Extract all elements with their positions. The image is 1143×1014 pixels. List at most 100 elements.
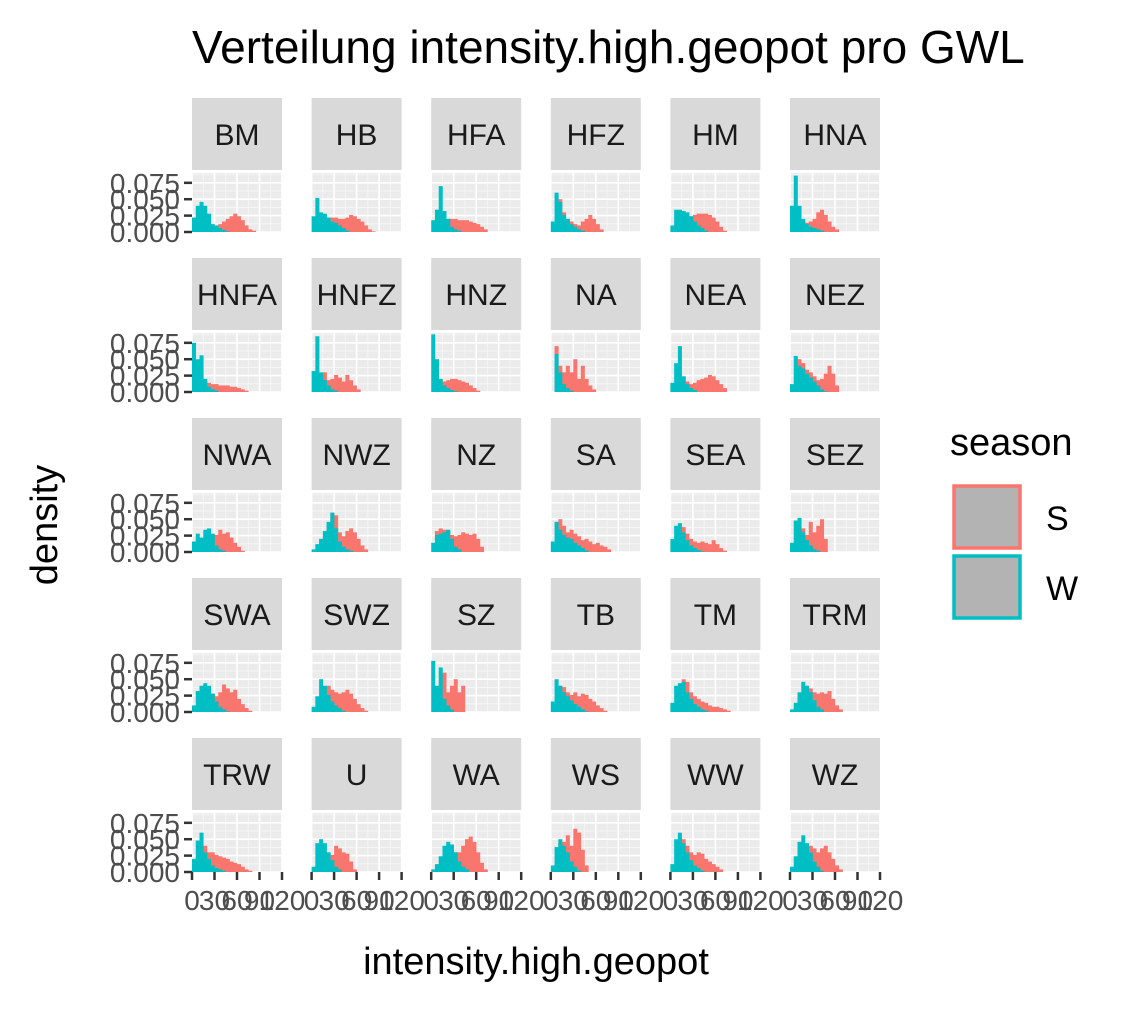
histogram-bar-w (222, 870, 227, 872)
histogram-bar-w (319, 538, 324, 552)
histogram-bar-w (195, 533, 200, 552)
histogram-bar-s (222, 533, 227, 552)
x-tick-label: 30 (199, 885, 230, 916)
x-tick-label: 60 (819, 885, 850, 916)
histogram-bar-w (670, 225, 675, 232)
histogram-bar-w (210, 693, 215, 712)
histogram-bar-w (337, 869, 342, 872)
histogram-bar-w (322, 380, 327, 392)
histogram-bar-s (831, 226, 836, 232)
histogram-bar-w (704, 230, 709, 232)
histogram-bar-w (319, 839, 324, 872)
histogram-bar-w (442, 385, 447, 392)
x-tick-label: 90 (722, 885, 753, 916)
histogram-bar-s (352, 216, 357, 232)
y-tick-label: 0.075 (110, 168, 180, 199)
facet-strip (431, 578, 522, 650)
facet-strip-label: NA (575, 279, 617, 312)
histogram-bar-w (203, 852, 208, 872)
histogram-bar-s (584, 218, 589, 232)
histogram-bar-s (483, 869, 488, 872)
facet-strip-label: SZ (457, 599, 495, 632)
histogram-bar-w (203, 529, 208, 552)
histogram-bar-w (677, 832, 682, 872)
histogram-bar-w (457, 230, 462, 232)
histogram-bar-s (364, 225, 369, 232)
histogram-bar-s (580, 221, 585, 232)
histogram-bar-w (801, 218, 806, 232)
histogram-bar-w (438, 856, 443, 872)
x-tick-label: 120 (259, 885, 306, 916)
facet-strip-label: NEA (685, 279, 747, 312)
y-tick-label: 0.075 (110, 648, 180, 679)
histogram-bar-w (225, 711, 230, 712)
histogram-bar-w (805, 224, 810, 232)
histogram-bar-s (225, 532, 230, 552)
histogram-bar-s (229, 692, 234, 712)
facet-strip-label: SWZ (323, 599, 390, 632)
histogram-bar-s (692, 696, 697, 712)
histogram-bar-s (722, 709, 727, 712)
histogram-bar-w (334, 705, 339, 712)
histogram-bar-w (681, 532, 686, 552)
histogram-bar-w (820, 230, 825, 232)
x-tick-label: 90 (842, 885, 873, 916)
histogram-bar-w (326, 694, 331, 712)
histogram-bar-w (808, 852, 813, 872)
histogram-bar-s (715, 380, 720, 392)
histogram-bar-w (685, 692, 690, 712)
histogram-bar-s (341, 381, 346, 392)
histogram-bar-s (573, 359, 578, 392)
facet-strip (431, 418, 522, 490)
histogram-bar-w (565, 388, 570, 392)
x-tick-label: 30 (797, 885, 828, 916)
histogram-bar-s (349, 861, 354, 872)
histogram-bar-s (218, 529, 223, 552)
histogram-bar-s (580, 540, 585, 552)
histogram-bar-w (464, 869, 469, 872)
histogram-bar-w (446, 529, 451, 552)
histogram-bar-w (442, 211, 447, 232)
histogram-bar-s (453, 679, 458, 712)
histogram-bar-w (337, 708, 342, 712)
facet-strip (311, 418, 402, 490)
histogram-bar-w (311, 216, 316, 232)
histogram-bar-s (715, 706, 720, 712)
histogram-bar-s (715, 221, 720, 232)
histogram-bar-s (352, 869, 357, 872)
histogram-bar-w (446, 218, 451, 232)
histogram-bar-s (595, 542, 600, 552)
histogram-bar-s (577, 378, 582, 392)
histogram-bar-s (225, 858, 230, 872)
histogram-bar-s (446, 380, 451, 392)
histogram-bar-w (311, 866, 316, 872)
histogram-bar-s (214, 854, 219, 872)
histogram-bar-s (689, 384, 694, 392)
histogram-bar-w (805, 540, 810, 552)
facet-strip (431, 258, 522, 330)
histogram-bar-s (820, 848, 825, 872)
histogram-bar-s (461, 685, 466, 712)
histogram-bar-w (577, 870, 582, 872)
histogram-bar-w (322, 843, 327, 872)
histogram-bar-s (820, 692, 825, 712)
histogram-bar-s (823, 693, 828, 712)
histogram-bar-w (334, 528, 339, 552)
x-axis-label: intensity.high.geopot (363, 941, 709, 983)
y-tick-label: 0.000 (110, 697, 180, 728)
facet-strip-label: HFA (447, 119, 505, 152)
histogram-bar-w (670, 382, 675, 392)
histogram-bar-w (573, 704, 578, 712)
histogram-bar-w (790, 866, 795, 872)
histogram-bar-w (790, 384, 795, 392)
histogram-bar-w (790, 542, 795, 552)
histogram-bar-s (476, 852, 481, 872)
histogram-bar-w (207, 858, 212, 872)
histogram-bar-w (207, 685, 212, 712)
histogram-bar-w (311, 371, 316, 392)
facet-strip-label: WZ (812, 759, 859, 792)
histogram-bar-s (562, 372, 567, 392)
histogram-bar-s (229, 861, 234, 872)
histogram-bar-s (240, 704, 245, 712)
